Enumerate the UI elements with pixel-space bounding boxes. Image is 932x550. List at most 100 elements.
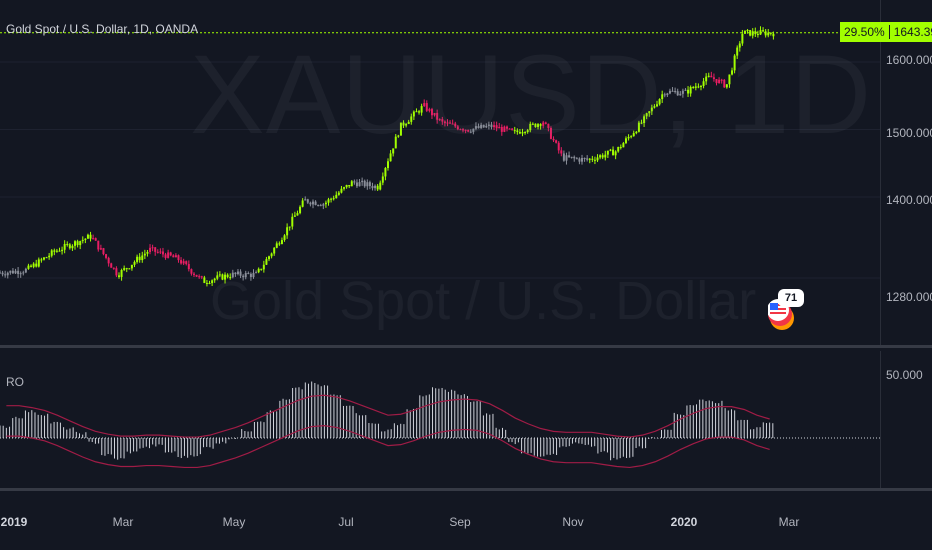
- price-candle-body: [239, 271, 242, 276]
- price-candle-body: [637, 122, 640, 132]
- price-candle-body: [27, 265, 30, 269]
- price-candle-body: [575, 158, 578, 160]
- price-candle-body: [198, 276, 201, 278]
- price-candle-body: [648, 111, 651, 114]
- price-candle-body: [270, 253, 273, 257]
- price-candle-body: [684, 89, 687, 91]
- time-tick-label: Mar: [778, 515, 800, 529]
- price-candle-body: [61, 249, 64, 252]
- price-candle-body: [573, 156, 576, 159]
- time-tick-label: Mar: [112, 515, 134, 529]
- price-candle-body: [180, 260, 183, 264]
- indicator-pane[interactable]: [0, 351, 880, 488]
- price-candle-body: [568, 155, 571, 158]
- price-candle-body: [154, 247, 157, 252]
- price-candle-body: [0, 272, 1, 274]
- price-candle-body: [485, 125, 488, 128]
- price-candle-body: [549, 127, 552, 139]
- price-candle-body: [200, 276, 203, 278]
- price-candle-body: [436, 112, 439, 120]
- price-chart-canvas[interactable]: [0, 0, 880, 345]
- price-candle-body: [394, 136, 397, 149]
- price-candle-body: [115, 268, 118, 276]
- price-candle-body: [593, 159, 596, 161]
- price-candle-body: [203, 277, 206, 283]
- price-candle-body: [689, 87, 692, 94]
- price-candle-body: [697, 86, 700, 88]
- price-candle-body: [299, 206, 302, 214]
- price-candle-body: [182, 261, 185, 264]
- price-candle-body: [443, 121, 446, 124]
- price-candle-body: [340, 188, 343, 193]
- price-candle-body: [363, 180, 366, 187]
- price-candle-body: [516, 130, 519, 132]
- price-candle-body: [661, 94, 664, 100]
- price-candle-body: [467, 129, 470, 132]
- price-candle-body: [55, 250, 58, 252]
- price-candle-body: [733, 55, 736, 71]
- price-candle-body: [405, 123, 408, 126]
- price-candle-body: [309, 202, 312, 205]
- price-candle-body: [167, 252, 170, 258]
- price-candle-body: [110, 263, 113, 268]
- price-axis[interactable]: [880, 0, 932, 345]
- price-candle-body: [384, 168, 387, 177]
- price-candle-body: [291, 216, 294, 227]
- price-candle-body: [265, 259, 268, 265]
- price-candle-body: [694, 86, 697, 88]
- indicator-axis[interactable]: [880, 351, 932, 488]
- price-candle-body: [311, 201, 314, 205]
- price-candle-body: [99, 248, 102, 250]
- price-candle-body: [149, 247, 152, 253]
- price-candle-body: [358, 182, 361, 187]
- price-candle-body: [84, 238, 87, 240]
- price-candle-body: [764, 31, 767, 36]
- price-candle-body: [252, 272, 255, 278]
- price-candle-body: [656, 104, 659, 107]
- price-candle-body: [612, 149, 615, 156]
- price-candle-body: [707, 75, 710, 77]
- price-tick-label: 1600.000: [886, 53, 932, 67]
- price-candle-body: [293, 215, 296, 217]
- price-candle-body: [361, 180, 364, 183]
- price-candle-body: [671, 90, 674, 92]
- price-candle-body: [234, 272, 237, 275]
- price-candle-body: [286, 227, 289, 236]
- price-candle-body: [86, 234, 89, 239]
- price-candle-body: [249, 273, 252, 278]
- price-candle-body: [599, 155, 602, 158]
- price-candle-body: [756, 33, 759, 35]
- indicator-canvas[interactable]: [0, 351, 880, 488]
- price-candle-body: [663, 94, 666, 96]
- price-candle-body: [469, 131, 472, 133]
- price-candle-body: [524, 132, 527, 134]
- pane-separator[interactable]: [0, 345, 932, 348]
- price-candle-body: [503, 126, 506, 132]
- price-candle-body: [614, 151, 617, 156]
- price-candle-body: [462, 129, 465, 131]
- price-candle-body: [542, 122, 545, 126]
- price-candle-body: [138, 256, 141, 261]
- symbol-title[interactable]: Gold Spot / U.S. Dollar, 1D, OANDA: [6, 22, 199, 36]
- price-candle-body: [630, 136, 633, 138]
- price-pane[interactable]: [0, 0, 880, 345]
- indicator-signal-line-lower: [6, 425, 770, 469]
- price-candle-body: [350, 181, 353, 187]
- indicator-label[interactable]: RO: [6, 375, 24, 389]
- price-candle-body: [11, 270, 14, 274]
- price-candle-body: [260, 268, 263, 270]
- price-candle-body: [762, 30, 765, 32]
- price-candle-body: [63, 243, 66, 250]
- price-candle-body: [58, 250, 61, 252]
- time-tick-label: 2020: [670, 515, 698, 529]
- price-candle-body: [208, 282, 211, 284]
- price-candle-body: [687, 89, 690, 94]
- events-count-badge[interactable]: 71: [778, 289, 804, 307]
- price-candle-body: [619, 147, 622, 149]
- price-candle-body: [324, 202, 327, 205]
- price-candle-body: [366, 182, 369, 187]
- price-candle-body: [433, 112, 436, 116]
- price-candle-body: [666, 93, 669, 96]
- price-candle-body: [17, 270, 20, 274]
- price-candle-body: [177, 255, 180, 261]
